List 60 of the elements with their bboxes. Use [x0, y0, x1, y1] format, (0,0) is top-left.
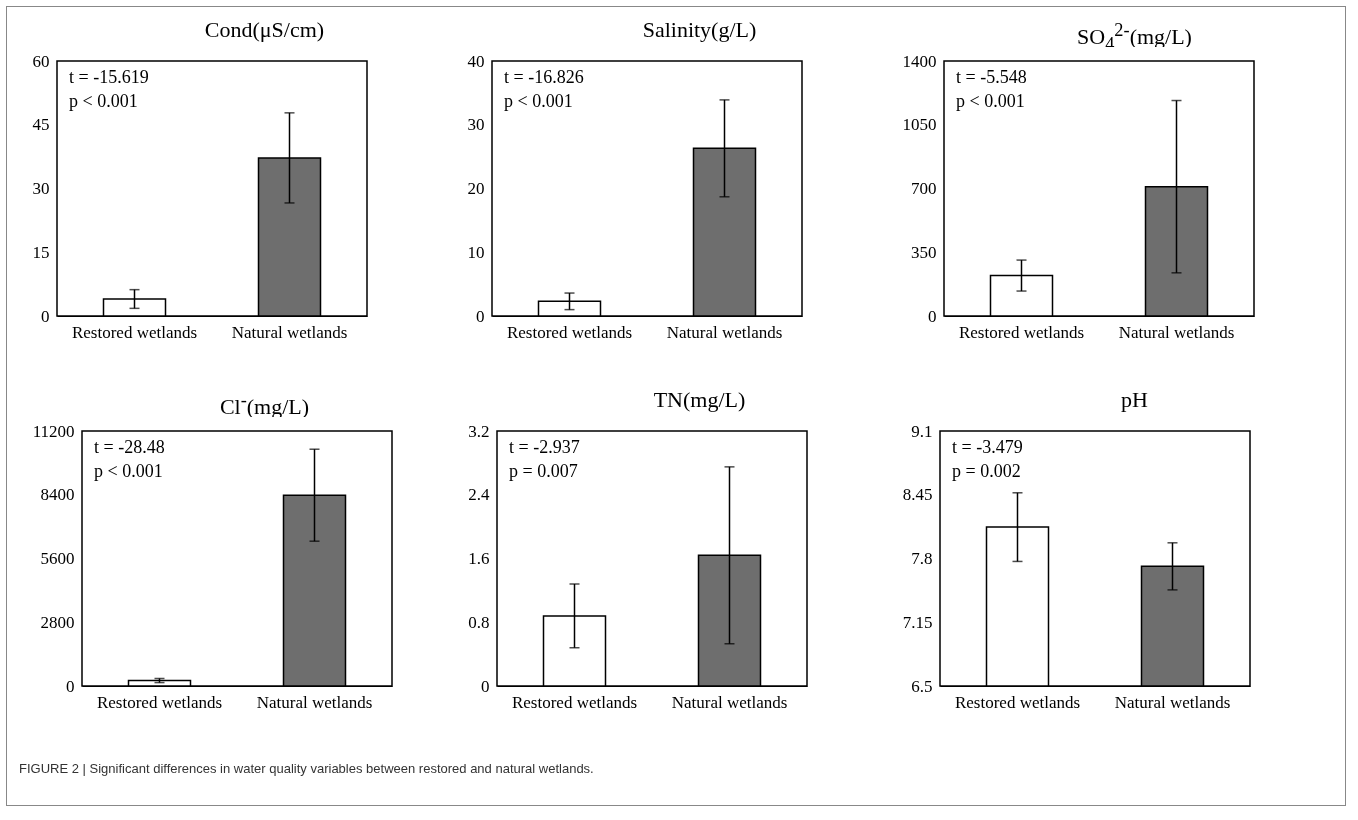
chart-title: TN(mg/L) — [652, 386, 747, 414]
x-tick-label: Restored wetlands — [958, 322, 1085, 342]
y-tick-label: 30 — [467, 115, 485, 135]
y-tick-label: 0 — [481, 676, 490, 696]
chart-title: pH — [1120, 386, 1149, 414]
y-tick-label: 0 — [41, 306, 50, 326]
y-tick-label: 60 — [32, 51, 50, 71]
annotation: t = -3.479 — [952, 437, 1023, 457]
y-tick-label: 2800 — [40, 612, 75, 632]
x-tick-label: Restored wetlands — [506, 322, 633, 342]
y-tick-label: 0.8 — [468, 612, 490, 632]
x-tick-label: Natural wetlands — [1114, 692, 1231, 712]
y-tick-label: 20 — [467, 179, 485, 198]
y-tick-label: 3.2 — [468, 421, 490, 441]
x-tick-label: Restored wetlands — [954, 692, 1081, 712]
annotation: p < 0.001 — [504, 91, 573, 111]
annotation: t = -5.548 — [956, 67, 1027, 87]
y-tick-label: 6.5 — [911, 676, 933, 696]
caption: FIGURE 2 | Significant differences in water quality variables between restored and natural wetlands. — [19, 761, 595, 776]
chart-title: Salinity(g/L) — [641, 16, 758, 44]
annotation: p = 0.002 — [952, 461, 1021, 481]
y-tick-label: 45 — [32, 115, 50, 135]
y-tick-label: 1.6 — [468, 549, 490, 568]
annotation: p < 0.001 — [94, 461, 163, 481]
annotation: t = -16.826 — [504, 67, 584, 87]
annotation: t = -2.937 — [509, 437, 580, 457]
x-tick-label: Natural wetlands — [666, 322, 783, 342]
annotation: p = 0.007 — [509, 461, 578, 481]
x-tick-label: Restored wetlands — [71, 322, 198, 342]
annotation: t = -15.619 — [69, 67, 149, 87]
chart-title: Cl$^{-}$(mg/L) — [218, 389, 311, 420]
x-tick-label: Natural wetlands — [256, 692, 373, 712]
y-tick-label: 7.8 — [911, 549, 933, 568]
y-tick-label: 700 — [911, 179, 937, 198]
y-tick-label: 1050 — [902, 115, 937, 135]
y-tick-label: 2.4 — [468, 485, 490, 505]
y-tick-label: 7.15 — [902, 612, 933, 632]
chart-title: Cond(μS/cm) — [203, 16, 326, 44]
y-tick-label: 0 — [928, 306, 937, 326]
y-tick-label: 9.1 — [911, 421, 933, 441]
annotation: p < 0.001 — [69, 91, 138, 111]
y-tick-label: 30 — [32, 179, 50, 198]
y-tick-label: 0 — [66, 676, 75, 696]
y-tick-label: 10 — [467, 242, 485, 262]
x-tick-label: Restored wetlands — [96, 692, 223, 712]
x-tick-label: Natural wetlands — [1118, 322, 1235, 342]
x-tick-label: Natural wetlands — [671, 692, 788, 712]
y-tick-label: 15 — [32, 242, 50, 262]
x-tick-label: Natural wetlands — [231, 322, 348, 342]
annotation: t = -28.48 — [94, 437, 165, 457]
y-tick-label: 8.45 — [902, 485, 933, 505]
y-tick-label: 11200 — [32, 421, 75, 441]
y-tick-label: 0 — [476, 306, 485, 326]
y-tick-label: 1400 — [902, 51, 937, 71]
y-tick-label: 350 — [911, 242, 937, 262]
y-tick-label: 40 — [467, 51, 485, 71]
y-tick-label: 5600 — [40, 549, 75, 568]
x-tick-label: Restored wetlands — [511, 692, 638, 712]
annotation: p < 0.001 — [956, 91, 1025, 111]
y-tick-label: 8400 — [40, 485, 75, 505]
